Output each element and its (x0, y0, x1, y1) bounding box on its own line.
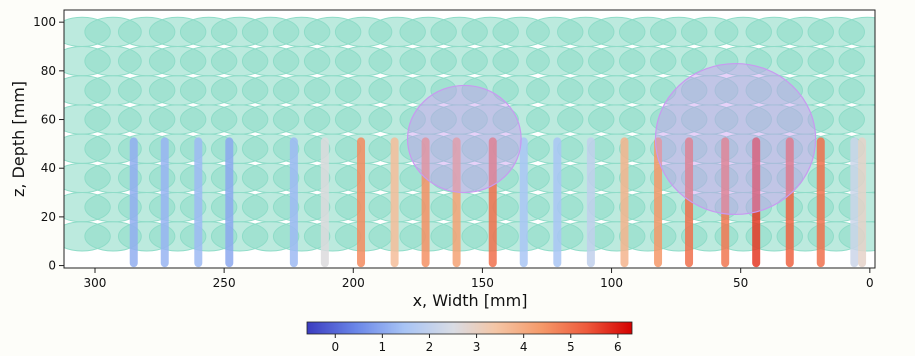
grid-hole (838, 16, 875, 48)
grid-hole (838, 75, 875, 106)
colorbar: 0 1 2 3 4 5 6 (306, 321, 633, 354)
scan-lines (129, 137, 867, 268)
colorbar-gradient (306, 321, 633, 335)
x-axis-label: x, Width [mm] (413, 291, 528, 310)
colorbar-tick-label: 3 (473, 340, 481, 354)
inclusion-circle (654, 62, 817, 216)
colorbar-tick-label: 5 (567, 340, 575, 354)
x-tick-label: 50 (733, 276, 748, 290)
y-tick-label: 80 (41, 64, 56, 78)
grid-hole (838, 133, 875, 164)
inclusion-circle (406, 84, 522, 194)
x-axis-ticks: 300 250 200 150 100 50 0 (84, 268, 874, 290)
plot-content (64, 16, 875, 268)
y-tick-label: 0 (48, 259, 56, 273)
colorbar-tick-label: 1 (379, 340, 387, 354)
colorbar-tick-label: 0 (331, 340, 339, 354)
colorbar-tick-label: 2 (426, 340, 434, 354)
x-tick-label: 300 (84, 276, 107, 290)
inclusions (406, 62, 817, 216)
x-tick-label: 100 (600, 276, 623, 290)
grid-hole (838, 104, 875, 135)
plot-frame (63, 9, 876, 269)
y-tick-label: 100 (33, 15, 56, 29)
colorbar-ticks: 0 1 2 3 4 5 6 (331, 334, 622, 354)
y-tick-label: 40 (41, 161, 56, 175)
colorbar-tick-label: 6 (614, 340, 622, 354)
y-axis-label: z, Depth [mm] (9, 81, 28, 197)
colorbar-tick-label: 4 (520, 340, 528, 354)
y-axis-ticks: 0 20 40 60 80 100 (33, 15, 64, 273)
x-tick-label: 0 (866, 276, 874, 290)
x-tick-label: 250 (213, 276, 236, 290)
x-tick-label: 150 (471, 276, 494, 290)
y-tick-label: 20 (41, 210, 56, 224)
grid-hole (838, 162, 875, 194)
grid-hole (838, 45, 875, 77)
grid-hole (838, 221, 875, 252)
x-tick-label: 200 (342, 276, 365, 290)
grid-hole (838, 192, 875, 223)
y-tick-label: 60 (41, 113, 56, 127)
